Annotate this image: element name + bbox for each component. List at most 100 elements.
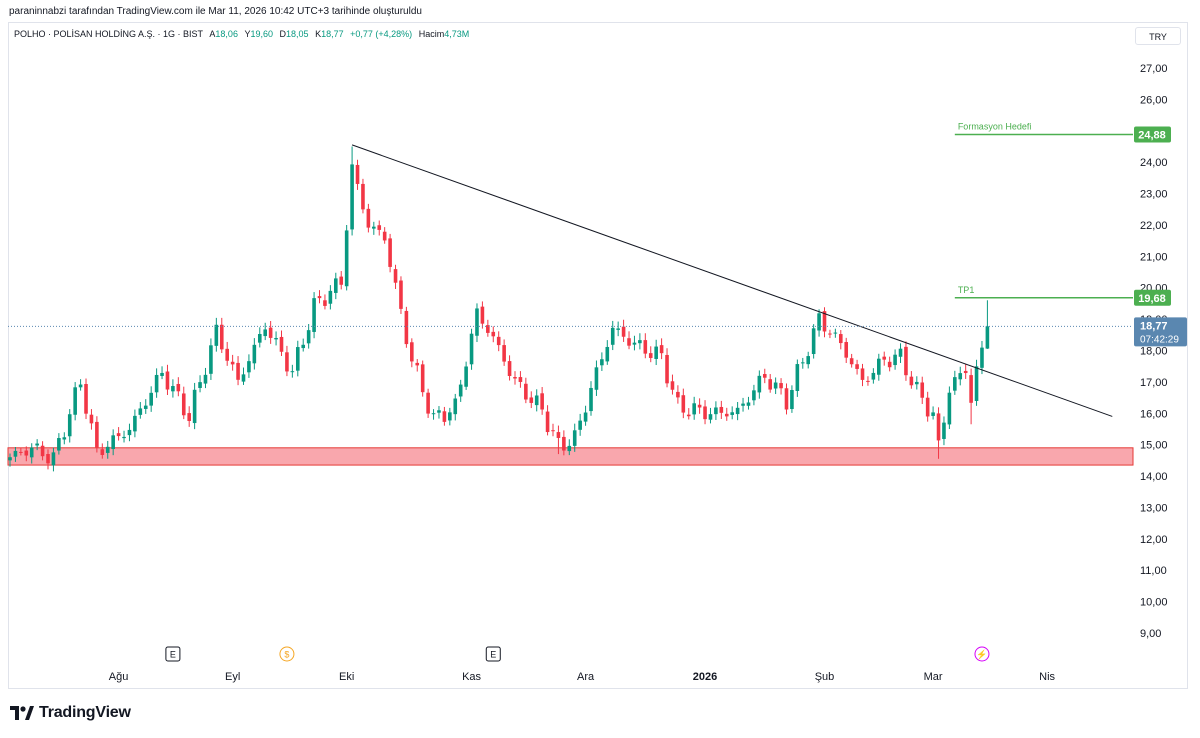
change-value: +0,77 (+4,28%) (350, 29, 413, 39)
candle-body (453, 398, 458, 415)
candle-body (138, 408, 143, 415)
candle-body (855, 364, 859, 369)
y-axis-tick-label: 13,00 (1140, 502, 1168, 514)
event-marker-dividend (279, 646, 295, 662)
candle-body (795, 364, 800, 391)
candle-body (583, 412, 588, 422)
candle-body (942, 422, 946, 439)
candle-body (654, 346, 658, 359)
event-marker-earnings-glyph: E (490, 650, 496, 660)
candle-body (567, 445, 572, 452)
candle-body (62, 437, 67, 440)
candle-body (122, 436, 126, 439)
candle-body (779, 383, 783, 389)
candle-body (904, 346, 908, 376)
candle-body (507, 361, 512, 376)
candle-body (909, 376, 914, 386)
candle-body (187, 413, 191, 421)
candle-body (67, 414, 72, 437)
y-axis-tick-label: 15,00 (1140, 440, 1168, 452)
candle-body (534, 395, 539, 406)
candle-body (404, 310, 409, 345)
candle-body (714, 407, 718, 415)
y-axis-tick-label: 12,00 (1140, 534, 1168, 546)
candle-body (46, 454, 50, 464)
close-label: K (315, 29, 322, 39)
candle-body (274, 337, 278, 340)
y-axis-tick-label: 9,00 (1140, 628, 1161, 640)
candle-body (578, 420, 582, 430)
candle-body (790, 389, 794, 410)
candle-body (486, 325, 490, 333)
candle-body (399, 280, 403, 309)
candle-body (437, 410, 441, 413)
candle-body (936, 413, 941, 441)
chart-credit: paraninnabzi tarafından TradingView.com … (9, 6, 422, 17)
candle-body (616, 328, 620, 330)
candle-body (78, 384, 83, 388)
candle-body (100, 449, 105, 455)
candle-body (632, 342, 637, 345)
candle-body (377, 225, 382, 230)
candle-body (605, 346, 610, 362)
candle-body (198, 382, 202, 388)
chart-frame (8, 22, 1188, 689)
candle-body (925, 397, 930, 417)
candle-body (317, 296, 322, 299)
candle-body (659, 345, 664, 354)
candle-body (947, 392, 952, 425)
candle-body (773, 382, 778, 389)
candle-body (127, 429, 132, 436)
x-axis-tick-label: Ağu (109, 671, 129, 683)
candle-body (887, 361, 892, 368)
candle-body (241, 374, 246, 382)
candle-body (431, 413, 436, 415)
level-price-tag-0 (1134, 126, 1171, 143)
candle-body (111, 435, 115, 450)
candle-body (643, 340, 648, 354)
candle-body (458, 384, 463, 397)
candle-body (181, 393, 186, 416)
high-value: 19,60 (250, 29, 274, 39)
level-label-1: TP1 (958, 285, 975, 295)
candle-body (355, 164, 360, 184)
candle-body (849, 358, 854, 365)
candle-body (323, 300, 327, 306)
candle-body (768, 379, 772, 390)
candle-body (263, 329, 268, 337)
x-axis-tick-label: Kas (462, 671, 481, 683)
candle-body (556, 432, 561, 438)
tradingview-logo[interactable]: TradingView (10, 704, 131, 722)
candle-body (469, 333, 474, 365)
candle-body (448, 412, 452, 421)
candle-body (665, 354, 669, 384)
candle-body (209, 345, 213, 374)
candle-body (344, 230, 349, 287)
currency-button[interactable]: TRY (1135, 27, 1181, 45)
event-marker-earnings-glyph: E (170, 650, 176, 660)
candle-body (600, 359, 604, 366)
candle-body (513, 376, 517, 379)
candle-body (833, 332, 838, 334)
candle-body (426, 392, 430, 414)
candle-body (295, 347, 300, 371)
candle-body (697, 404, 702, 408)
candle-body (475, 308, 479, 336)
candle-body (752, 390, 756, 401)
candle-body (822, 311, 827, 332)
candle-body (40, 445, 45, 457)
candle-body (328, 290, 333, 304)
candles (8, 146, 990, 472)
candle-body (806, 356, 811, 365)
event-marker-split (974, 646, 990, 662)
symbol-title[interactable]: POLHO · POLİSAN HOLDİNG A.Ş. · 1G · BIST (14, 29, 203, 39)
volume-label: Hacim (418, 29, 445, 39)
candle-body (252, 344, 257, 364)
candle-body (219, 324, 224, 350)
candle-body (621, 326, 626, 337)
candle-body (762, 374, 767, 378)
event-marker-earnings (165, 646, 181, 662)
candle-body (301, 344, 306, 349)
candle-body (410, 342, 414, 362)
